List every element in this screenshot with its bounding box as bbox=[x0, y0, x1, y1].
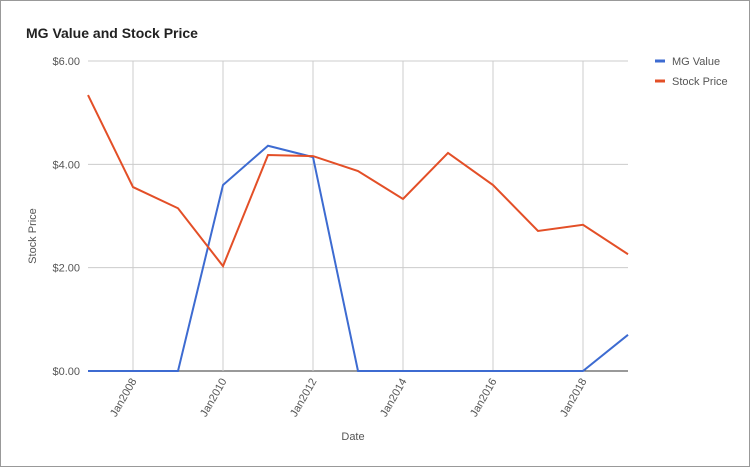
y-tick-label: $2.00 bbox=[52, 263, 80, 275]
line-series bbox=[88, 144, 629, 372]
y-tick-label: $6.00 bbox=[52, 56, 80, 68]
line-series bbox=[87, 94, 629, 269]
y-axis-title: Stock Price bbox=[27, 208, 39, 264]
y-tick-label: $4.00 bbox=[52, 159, 80, 171]
chart-title: MG Value and Stock Price bbox=[26, 25, 198, 41]
y-tick-label: $0.00 bbox=[52, 366, 80, 378]
legend-label: Stock Price bbox=[672, 76, 728, 88]
x-axis-title: Date bbox=[341, 431, 364, 443]
legend-label: MG Value bbox=[672, 56, 720, 68]
